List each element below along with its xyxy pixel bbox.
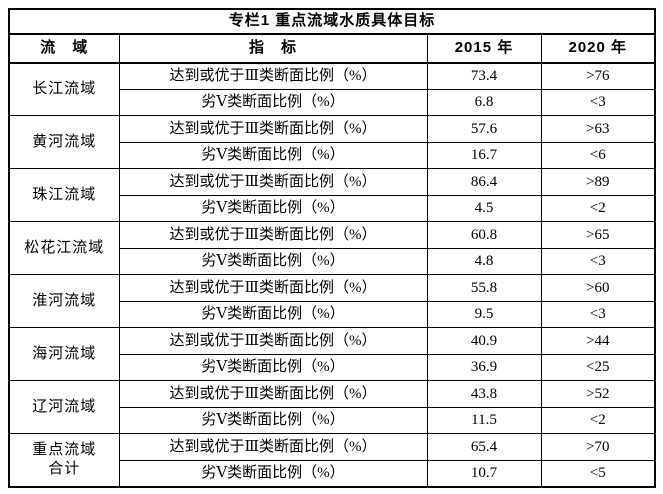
table-row: 松花江流域 达到或优于Ⅲ类断面比例（%） 60.8 >65: [8, 221, 656, 276]
indicator-cell: 劣Ⅴ类断面比例（%）: [118, 459, 428, 488]
value-2020-cell: >70: [540, 433, 656, 461]
table-row: 辽河流域 达到或优于Ⅲ类断面比例（%） 43.8 >52: [8, 380, 656, 435]
table-row: 珠江流域 达到或优于Ⅲ类断面比例（%） 86.4 >89: [8, 168, 656, 223]
indicator-cell: 劣Ⅴ类断面比例（%）: [118, 141, 428, 170]
basin-cell: 重点流域 合计: [8, 433, 120, 488]
value-2015-cell: 4.5: [426, 194, 542, 223]
value-2020-cell: <2: [540, 406, 656, 435]
value-2020-cell: <3: [540, 247, 656, 276]
value-2015-cell: 73.4: [426, 62, 542, 90]
value-2020-cell: <5: [540, 459, 656, 488]
value-2015-cell: 60.8: [426, 221, 542, 249]
indicator-cell: 劣Ⅴ类断面比例（%）: [118, 247, 428, 276]
indicator-cell: 达到或优于Ⅲ类断面比例（%）: [118, 433, 428, 461]
value-2015-cell: 86.4: [426, 168, 542, 196]
indicator-cell: 劣Ⅴ类断面比例（%）: [118, 194, 428, 223]
table-row: 劣Ⅴ类断面比例（%） 9.5 <3: [9, 300, 656, 329]
value-2015-cell: 4.8: [426, 247, 542, 276]
table-row: 重点流域 合计 达到或优于Ⅲ类断面比例（%） 65.4 >70: [8, 433, 656, 488]
value-2015-cell: 55.8: [426, 274, 542, 302]
basin-cell: 海河流域: [8, 327, 120, 382]
indicator-cell: 达到或优于Ⅲ类断面比例（%）: [118, 221, 428, 249]
value-2020-cell: <2: [540, 194, 656, 223]
value-2020-cell: <3: [540, 88, 656, 117]
indicator-cell: 达到或优于Ⅲ类断面比例（%）: [118, 115, 428, 143]
header-2020: 2020 年: [540, 33, 656, 64]
table-row: 劣Ⅴ类断面比例（%） 11.5 <2: [9, 406, 656, 435]
value-2020-cell: >76: [540, 62, 656, 90]
value-2020-cell: >52: [540, 380, 656, 408]
value-2015-cell: 43.8: [426, 380, 542, 408]
table-row: 劣Ⅴ类断面比例（%） 4.5 <2: [9, 194, 656, 223]
value-2015-cell: 40.9: [426, 327, 542, 355]
table-row: 劣Ⅴ类断面比例（%） 16.7 <6: [9, 141, 656, 170]
value-2015-cell: 10.7: [426, 459, 542, 488]
value-2020-cell: >65: [540, 221, 656, 249]
value-2015-cell: 16.7: [426, 141, 542, 170]
header-2015: 2015 年: [426, 33, 542, 64]
table-header-row: 流 域 指 标 2015 年 2020 年: [8, 33, 656, 64]
value-2015-cell: 65.4: [426, 433, 542, 461]
table-row: 劣Ⅴ类断面比例（%） 6.8 <3: [9, 88, 656, 117]
header-basin: 流 域: [8, 33, 120, 64]
value-2020-cell: <6: [540, 141, 656, 170]
indicator-cell: 劣Ⅴ类断面比例（%）: [118, 300, 428, 329]
indicator-cell: 达到或优于Ⅲ类断面比例（%）: [118, 327, 428, 355]
basin-cell: 松花江流域: [8, 221, 120, 276]
basin-cell: 辽河流域: [8, 380, 120, 435]
basin-cell: 淮河流域: [8, 274, 120, 329]
value-2020-cell: >60: [540, 274, 656, 302]
basin-cell: 长江流域: [8, 62, 120, 117]
indicator-cell: 劣Ⅴ类断面比例（%）: [118, 88, 428, 117]
table-row: 劣Ⅴ类断面比例（%） 10.7 <5: [9, 459, 656, 488]
value-2015-cell: 6.8: [426, 88, 542, 117]
table-title-row: 专栏1 重点流域水质具体目标: [8, 8, 656, 36]
indicator-cell: 劣Ⅴ类断面比例（%）: [118, 406, 428, 435]
table-row: 黄河流域 达到或优于Ⅲ类断面比例（%） 57.6 >63: [8, 115, 656, 170]
indicator-cell: 达到或优于Ⅲ类断面比例（%）: [118, 168, 428, 196]
value-2020-cell: <3: [540, 300, 656, 329]
table-row: 长江流域 达到或优于Ⅲ类断面比例（%） 73.4 >76: [8, 62, 656, 117]
indicator-cell: 达到或优于Ⅲ类断面比例（%）: [118, 62, 428, 90]
table-row: 劣Ⅴ类断面比例（%） 36.9 <25: [9, 353, 656, 382]
value-2015-cell: 57.6: [426, 115, 542, 143]
indicator-cell: 达到或优于Ⅲ类断面比例（%）: [118, 274, 428, 302]
table-row: 劣Ⅴ类断面比例（%） 4.8 <3: [9, 247, 656, 276]
indicator-cell: 劣Ⅴ类断面比例（%）: [118, 353, 428, 382]
header-indicator: 指 标: [118, 33, 428, 64]
value-2015-cell: 9.5: [426, 300, 542, 329]
value-2015-cell: 11.5: [426, 406, 542, 435]
table-title: 专栏1 重点流域水质具体目标: [8, 8, 656, 36]
indicator-cell: 达到或优于Ⅲ类断面比例（%）: [118, 380, 428, 408]
value-2020-cell: >63: [540, 115, 656, 143]
value-2020-cell: >89: [540, 168, 656, 196]
value-2020-cell: <25: [540, 353, 656, 382]
table-row: 海河流域 达到或优于Ⅲ类断面比例（%） 40.9 >44: [8, 327, 656, 382]
table-row: 淮河流域 达到或优于Ⅲ类断面比例（%） 55.8 >60: [8, 274, 656, 329]
value-2020-cell: >44: [540, 327, 656, 355]
value-2015-cell: 36.9: [426, 353, 542, 382]
basin-cell: 珠江流域: [8, 168, 120, 223]
water-quality-table: 专栏1 重点流域水质具体目标 流 域 指 标 2015 年 2020 年 长江流…: [8, 8, 657, 488]
basin-cell: 黄河流域: [8, 115, 120, 170]
